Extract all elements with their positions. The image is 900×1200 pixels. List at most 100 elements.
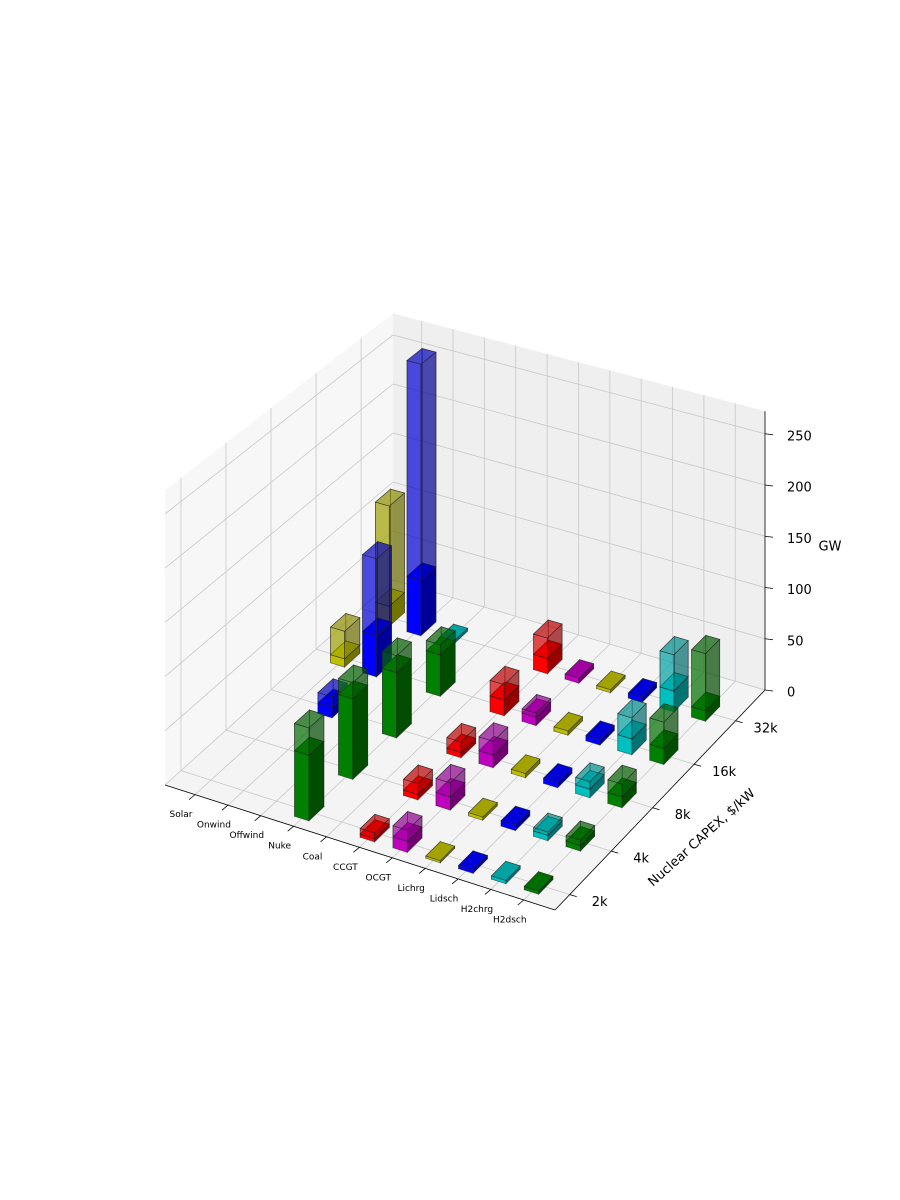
x-tick-label: Offwind xyxy=(229,831,264,841)
x-tick-label: Lidsch xyxy=(430,894,459,904)
bar xyxy=(293,736,325,822)
x-tick-label: OCGT xyxy=(366,873,392,883)
bar xyxy=(500,805,531,832)
bar xyxy=(532,619,563,660)
bar xyxy=(329,612,361,660)
bar-face-top xyxy=(617,698,647,719)
grid-line xyxy=(164,481,394,677)
x-tick xyxy=(353,847,360,853)
bar-face-front xyxy=(382,667,397,739)
z-tick-label: 250 xyxy=(787,429,812,444)
bar xyxy=(564,658,595,685)
bar-face-top xyxy=(607,764,637,785)
bar-face-top xyxy=(627,678,658,698)
bar xyxy=(510,753,541,779)
bar xyxy=(565,820,596,847)
bar xyxy=(607,764,637,798)
x-tick xyxy=(188,794,196,800)
x-tick xyxy=(221,804,229,811)
bar-face-front xyxy=(362,554,377,637)
bar-face-front xyxy=(406,360,422,581)
bar xyxy=(478,721,509,756)
x-tick-label: Onwind xyxy=(197,821,231,831)
bar-face-top xyxy=(359,813,390,834)
y-tick xyxy=(694,763,702,767)
bar-face-top xyxy=(329,613,361,632)
x-tick xyxy=(418,868,426,874)
bar-face-right xyxy=(420,351,437,582)
bar-face-top xyxy=(521,694,552,714)
bar xyxy=(457,850,489,875)
x-axis-line xyxy=(164,784,556,911)
bar-face-front xyxy=(294,723,310,756)
y-tick xyxy=(735,720,743,724)
bar xyxy=(402,764,434,796)
bar xyxy=(575,769,605,799)
back-pane xyxy=(393,313,765,690)
z-tick-label: 100 xyxy=(787,583,812,598)
bar xyxy=(392,810,423,843)
bar xyxy=(575,761,605,791)
bar-face-front xyxy=(425,650,441,697)
bar-face-top xyxy=(402,764,434,785)
bar xyxy=(553,711,584,737)
x-tick-label: Coal xyxy=(303,852,323,862)
z-tick-label: 50 xyxy=(787,634,804,649)
bar-face-top xyxy=(564,659,595,679)
grid-line xyxy=(392,530,766,640)
bar-face-front xyxy=(294,750,310,822)
grid-line xyxy=(164,334,394,515)
y-tick-label: 4k xyxy=(633,852,649,867)
bar xyxy=(659,671,689,713)
grid-line xyxy=(164,383,394,569)
x-tick xyxy=(484,889,492,895)
bar xyxy=(617,698,647,740)
bar xyxy=(446,722,477,754)
z-axis-label: GW xyxy=(819,540,842,555)
z-tick-label: 200 xyxy=(787,481,812,496)
y-tick xyxy=(611,850,619,854)
x-tick xyxy=(451,878,459,885)
z-tick xyxy=(764,535,774,538)
x-tick-label: Lichrg xyxy=(397,884,424,894)
z-tick xyxy=(764,638,774,641)
bar-face-top xyxy=(565,820,596,841)
x-tick xyxy=(254,815,262,822)
bar xyxy=(523,870,554,896)
z-tick-label: 0 xyxy=(787,686,795,701)
bar-face-front xyxy=(691,649,706,712)
y-tick-label: 32k xyxy=(754,721,779,736)
bar-face-top xyxy=(457,850,489,871)
bar xyxy=(359,813,390,840)
bar-face-top xyxy=(553,712,584,732)
bar-face-top xyxy=(659,636,689,656)
bar xyxy=(425,636,456,698)
z-tick xyxy=(764,433,774,436)
grid-line xyxy=(326,625,548,838)
bar xyxy=(425,625,456,656)
y-tick xyxy=(652,807,660,811)
bar-face-front xyxy=(649,717,665,750)
bar-face-top xyxy=(435,764,466,784)
x-tick-label: Solar xyxy=(170,810,193,820)
bar-face-right xyxy=(352,684,369,781)
bar xyxy=(532,815,563,842)
bar-face-top xyxy=(337,664,369,684)
bar-face-top xyxy=(690,635,721,655)
bar xyxy=(659,635,689,692)
bar-face-top xyxy=(478,722,509,742)
grid-line xyxy=(392,432,766,537)
bar-face-top xyxy=(532,619,563,639)
bar-face-top xyxy=(317,678,348,698)
grid-line xyxy=(392,579,766,691)
bar xyxy=(381,637,413,674)
bar-face-top xyxy=(293,709,325,729)
bar-face-top xyxy=(585,720,615,741)
bar-face-top xyxy=(425,626,456,646)
grid-line xyxy=(164,530,394,732)
bar-face-top xyxy=(374,488,406,507)
z-tick-label: 150 xyxy=(787,532,812,547)
bar-face-top xyxy=(500,805,531,826)
bar xyxy=(542,762,573,789)
